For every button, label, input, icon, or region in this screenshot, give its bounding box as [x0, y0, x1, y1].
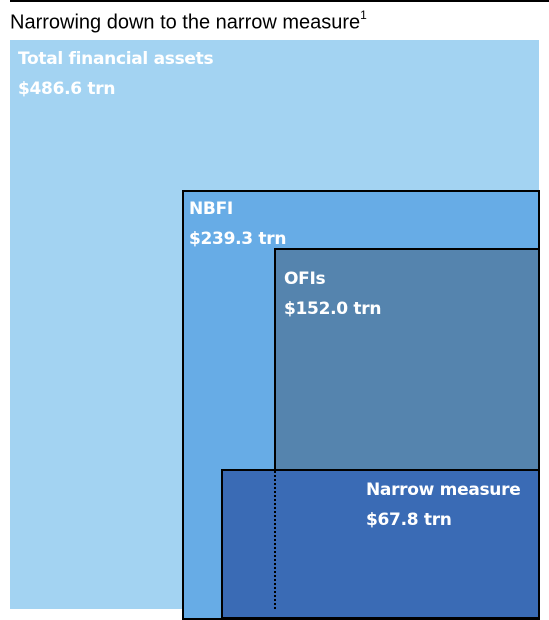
narrow-measure-label: Narrow measure $67.8 trn — [366, 475, 521, 535]
chart-title: Narrowing down to the narrow measure1 — [10, 8, 367, 35]
chart-title-text: Narrowing down to the narrow measure — [10, 11, 361, 34]
ofis-value: $152.0 trn — [284, 299, 382, 319]
nbfi-value: $239.3 trn — [189, 229, 287, 249]
ofis-label: OFIs $152.0 trn — [284, 264, 381, 324]
nbfi-label: NBFI $239.3 trn — [189, 194, 286, 254]
ofi-overlap-dotted-line — [274, 471, 276, 609]
total-financial-assets-name: Total financial assets — [18, 49, 214, 69]
nbfi-name: NBFI — [189, 199, 233, 219]
ofis-name: OFIs — [284, 269, 326, 289]
narrow-measure-name: Narrow measure — [366, 480, 521, 500]
top-rule — [10, 0, 549, 2]
title-footnote-marker: 1 — [360, 8, 367, 22]
total-financial-assets-label: Total financial assets $486.6 trn — [18, 44, 214, 104]
total-financial-assets-value: $486.6 trn — [18, 79, 116, 99]
narrow-measure-value: $67.8 trn — [366, 510, 452, 530]
